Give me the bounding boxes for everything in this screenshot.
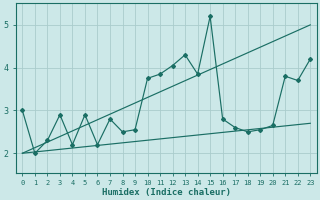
X-axis label: Humidex (Indice chaleur): Humidex (Indice chaleur) [102,188,231,197]
